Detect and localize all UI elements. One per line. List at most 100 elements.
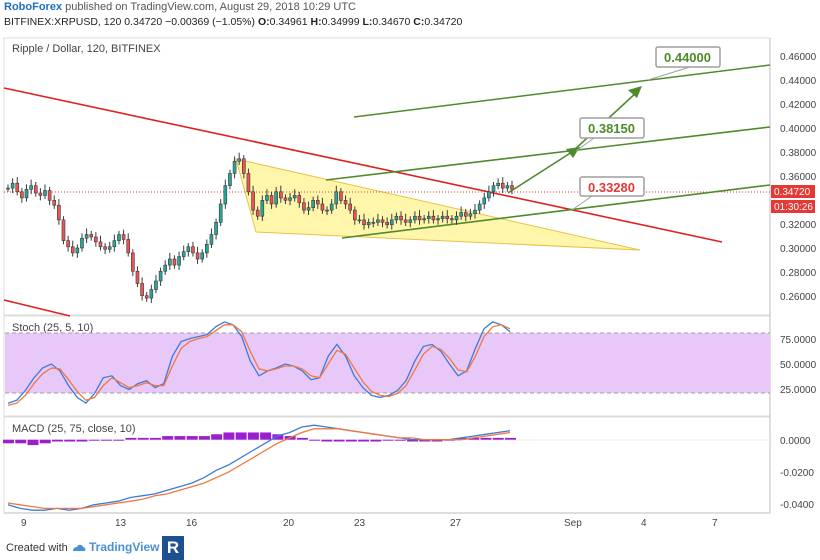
publish-header: RoboForex published on TradingView.com, …	[0, 0, 820, 14]
macd-histogram-bar	[480, 437, 492, 440]
y-tick: 0.36000	[780, 172, 817, 183]
candle-body	[366, 222, 371, 226]
candle-body	[163, 264, 168, 272]
arrowhead-0.38150	[566, 147, 580, 158]
macd-histogram-bar	[419, 439, 431, 442]
candle-body	[144, 295, 149, 299]
callout-text: 0.33280	[588, 180, 635, 195]
candle-body	[459, 212, 463, 217]
callout-connector	[647, 66, 691, 81]
candle-body	[302, 202, 306, 211]
macd-histogram-bar	[15, 439, 27, 444]
macd-histogram-bar	[88, 439, 100, 441]
countdown-tag	[771, 200, 815, 213]
y-tick: 0.44000	[780, 76, 817, 87]
candle-body	[251, 191, 255, 211]
macd-histogram-bar	[186, 436, 198, 440]
candle-body	[348, 203, 352, 211]
y-tick: 0.46000	[780, 52, 817, 63]
macd-y-tick: -0.0400	[780, 500, 814, 511]
created-with-text: Created with	[6, 542, 68, 554]
callout-box	[579, 117, 645, 139]
candle-body	[57, 204, 61, 221]
callout-text: 0.44000	[664, 50, 711, 65]
callout-0.33280[interactable]: 0.33280	[571, 176, 645, 211]
green-channel-upper	[353, 64, 771, 118]
low-label: L:	[362, 16, 373, 28]
x-tick: Sep	[564, 518, 582, 529]
callout-0.44000[interactable]: 0.44000	[647, 46, 721, 81]
candle-body	[376, 219, 380, 223]
macd-histogram-bar	[247, 432, 259, 440]
macd-histogram-bar	[309, 439, 321, 441]
candle-body	[135, 270, 140, 284]
tradingview-logo[interactable]: TradingView	[72, 540, 159, 554]
candle-body	[112, 240, 117, 248]
macd-histogram-bar	[505, 437, 516, 440]
last-price-tag-text: 0.34720	[774, 187, 811, 198]
candle-body	[468, 213, 473, 217]
candle-body	[269, 195, 274, 205]
candle-body	[385, 222, 389, 226]
candle-body	[223, 185, 228, 205]
y-tick: 0.32000	[780, 220, 817, 231]
brand-name[interactable]: RoboForex	[4, 1, 63, 13]
callout-connector	[571, 195, 593, 211]
y-tick: 0.28000	[780, 268, 817, 279]
macd-histogram-bar	[223, 432, 235, 440]
candle-body	[200, 252, 205, 260]
candle-body	[352, 209, 357, 221]
symbol-info-row: BITFINEX:XRPUSD, 120 0.34720 −0.00369 (−…	[4, 16, 462, 28]
candle-body	[205, 244, 209, 254]
roboforex-logo[interactable]: R	[162, 536, 184, 560]
macd-histogram-bar	[370, 439, 382, 442]
candle-body	[362, 219, 366, 226]
candle-body	[450, 218, 454, 221]
candle-body	[172, 258, 177, 266]
tradingview-cloud-icon	[73, 545, 86, 552]
y-tick: 0.30000	[780, 244, 817, 255]
candle-body	[334, 191, 339, 205]
candle-body	[10, 182, 15, 189]
candle-body	[168, 258, 172, 266]
macd-histogram-bar	[174, 436, 186, 440]
x-tick: 13	[115, 518, 127, 529]
last-price: 0.34720	[124, 16, 163, 28]
candle-body	[431, 215, 436, 221]
candle-body	[389, 219, 394, 226]
stoch-y-tick: 50.0000	[780, 360, 817, 371]
candle-body	[297, 195, 302, 204]
green-channel-lower	[341, 184, 771, 239]
candle-body	[89, 234, 94, 238]
macd-pane-title: MACD (25, 75, close, 10)	[12, 423, 136, 435]
callout-0.38150[interactable]: 0.38150	[575, 117, 645, 152]
candle-body	[487, 191, 491, 199]
chart-area[interactable]: Ripple / Dollar, 120, BITFINEX Stoch (25…	[0, 0, 820, 536]
macd-histogram-bar	[468, 437, 480, 440]
arrowhead-0.44000	[628, 86, 642, 98]
candle-body	[306, 207, 311, 211]
open-value: 0.34961	[269, 16, 308, 28]
macd-histogram-bar	[125, 437, 137, 440]
close-value: 0.34720	[424, 16, 463, 28]
candle-body	[117, 234, 121, 241]
candle-body	[357, 219, 362, 222]
candle-body	[505, 185, 510, 189]
candle-body	[491, 185, 496, 193]
candle-body	[371, 222, 376, 224]
candle-body	[15, 182, 20, 193]
macd-histogram-bar	[394, 439, 406, 441]
footer: Created with TradingView R	[0, 536, 820, 560]
candle-body	[43, 190, 47, 196]
macd-histogram-bar	[76, 439, 88, 442]
signal-line	[7, 428, 511, 510]
candle-body	[103, 246, 107, 250]
tradingview-text: TradingView	[89, 540, 160, 554]
macd-histogram-bar	[382, 439, 394, 441]
candle-body	[29, 185, 33, 190]
macd-histogram-bar	[321, 439, 333, 442]
candle-body	[242, 158, 246, 174]
candle-body	[52, 200, 57, 206]
macd-lines	[3, 424, 516, 511]
candle-body	[417, 215, 422, 221]
